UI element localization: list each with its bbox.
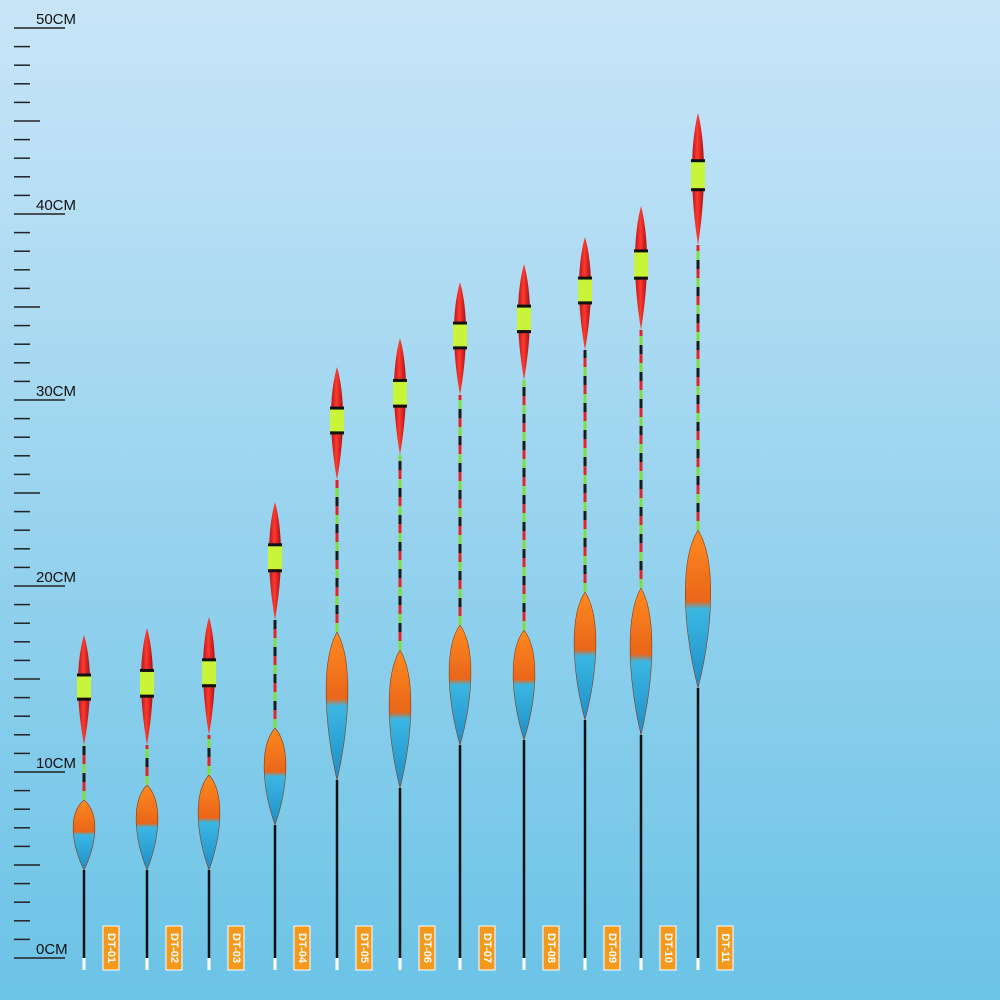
float-body	[325, 631, 349, 781]
float-band-edge	[578, 276, 592, 280]
ruler-label: 30CM	[36, 383, 76, 400]
model-tag	[293, 925, 311, 971]
model-tag	[418, 925, 436, 971]
float-body	[685, 529, 711, 689]
float-band-edge	[202, 658, 216, 662]
float-body	[448, 624, 472, 747]
model-label: DT-03	[230, 933, 242, 963]
float-band	[393, 381, 407, 405]
float-body	[263, 727, 287, 826]
float-band-edge	[330, 406, 344, 410]
float-band	[330, 408, 344, 432]
model-label: DT-08	[545, 933, 557, 963]
float-body	[512, 629, 536, 742]
ruler-label: 0CM	[36, 941, 68, 958]
float-band-edge	[268, 569, 282, 573]
model-label: DT-10	[662, 933, 674, 963]
float-band	[634, 251, 648, 277]
float-band-edge	[393, 378, 407, 382]
float: DT-09	[573, 237, 621, 971]
float-band-edge	[202, 684, 216, 688]
model-label: DT-01	[105, 933, 117, 963]
float-band-edge	[634, 276, 648, 280]
float: DT-10	[629, 206, 677, 971]
ruler-label: 20CM	[36, 569, 76, 586]
float: DT-11	[685, 113, 734, 971]
model-label: DT-07	[481, 933, 493, 963]
model-tag	[716, 925, 734, 971]
float-band	[202, 660, 216, 685]
float-body	[135, 784, 159, 871]
model-tag	[165, 925, 183, 971]
model-tag	[659, 925, 677, 971]
model-label: DT-06	[421, 933, 433, 963]
model-tag	[227, 925, 245, 971]
float-band-edge	[634, 249, 648, 253]
float-band	[453, 323, 467, 347]
model-tag	[355, 925, 373, 971]
model-label: DT-09	[606, 933, 618, 963]
float: DT-02	[135, 628, 183, 971]
model-label: DT-02	[168, 933, 180, 963]
float-band-edge	[453, 321, 467, 325]
ruler-label: 10CM	[36, 755, 76, 772]
float-band-edge	[691, 188, 705, 192]
float: DT-06	[388, 338, 436, 971]
float-body	[629, 587, 653, 736]
float-band	[140, 671, 154, 695]
float-band	[517, 306, 531, 331]
float-band	[77, 675, 91, 698]
float-band-edge	[77, 673, 91, 677]
float: DT-03	[197, 617, 245, 971]
float-band-edge	[578, 301, 592, 305]
float-band-edge	[453, 346, 467, 350]
float-body	[197, 774, 221, 871]
float-band-edge	[77, 697, 91, 701]
float: DT-01	[72, 635, 120, 971]
float-band	[578, 278, 592, 302]
float-body	[72, 799, 96, 871]
float-band-edge	[393, 404, 407, 408]
float-band-edge	[691, 159, 705, 163]
float-band-edge	[517, 304, 531, 308]
model-label: DT-11	[719, 933, 731, 962]
model-tag	[603, 925, 621, 971]
float-band-edge	[517, 330, 531, 334]
model-label: DT-04	[296, 933, 308, 964]
float: DT-08	[512, 264, 560, 971]
float-body	[388, 649, 412, 789]
float: DT-07	[448, 282, 496, 971]
float-band-edge	[330, 431, 344, 435]
floats: DT-01 DT-02 DT-03 DT-04 DT-05 DT-06 DT-07 DT-08…	[72, 113, 734, 971]
float-band-edge	[140, 694, 154, 698]
ruler-label: 40CM	[36, 197, 76, 214]
ruler-label: 50CM	[36, 11, 76, 28]
model-tag	[478, 925, 496, 971]
float-band	[268, 545, 282, 570]
model-label: DT-05	[358, 933, 370, 963]
model-tag	[542, 925, 560, 971]
float-band	[691, 161, 705, 189]
model-tag	[102, 925, 120, 971]
float-band-edge	[268, 543, 282, 547]
ruler: 0CM 10CM 20CM 30CM 40CM 50CM	[14, 11, 76, 959]
float-body	[573, 591, 597, 722]
float: DT-05	[325, 367, 373, 971]
float: DT-04	[263, 502, 311, 971]
float-band-edge	[140, 668, 154, 672]
